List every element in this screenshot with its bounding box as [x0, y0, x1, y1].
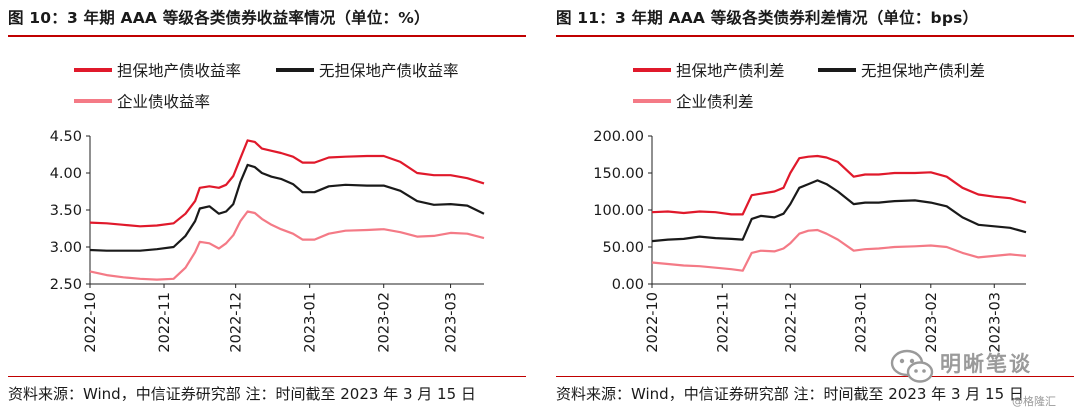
- source-rule: [8, 376, 526, 377]
- y-axis: 2.50 3.00 3.50 4.00 4.50: [50, 129, 91, 293]
- series-line: [89, 210, 485, 281]
- source-rule: [556, 376, 1074, 377]
- title-rule: [556, 35, 1074, 37]
- title-rule: [8, 35, 526, 37]
- legend-label: 无担保地产债利差: [861, 62, 985, 80]
- legend-label: 无担保地产债收益率: [319, 62, 459, 80]
- figure-11-source: 资料来源：Wind，中信证券研究部 注：时间截至 2023 年 3 月 15 日: [556, 385, 1024, 403]
- figure-10-title: 图 10：3 年期 AAA 等级各类债券收益率情况（单位：%）: [8, 9, 430, 27]
- watermark: 明晰笔谈 @格隆汇: [888, 346, 1074, 412]
- y-tick-label: 2.50: [50, 277, 82, 293]
- legend-label: 企业债利差: [676, 93, 754, 111]
- watermark-sub: @格隆汇: [1012, 395, 1056, 408]
- x-tick-label: 2023-02: [924, 292, 940, 353]
- figure-10-source: 资料来源：Wind，中信证券研究部 注：时间截至 2023 年 3 月 15 日: [8, 385, 476, 403]
- x-tick-label: 2023-03: [444, 292, 460, 353]
- x-tick-label: 2022-11: [157, 292, 173, 353]
- figure-11-title: 图 11：3 年期 AAA 等级各类债券利差情况（单位：bps）: [556, 9, 979, 27]
- x-tick-label: 2023-03: [987, 292, 1003, 353]
- x-tick-label: 2023-01: [854, 292, 870, 353]
- x-axis: 2022-10 2022-11 2022-12 2023-01 2023-02 2023-…: [645, 283, 1026, 353]
- y-tick-label: 3.50: [50, 203, 82, 219]
- series-group: [89, 139, 485, 281]
- legend-label: 担保地产债收益率: [117, 62, 241, 80]
- x-tick-label: 2022-12: [783, 292, 799, 353]
- x-tick-label: 2022-12: [229, 292, 245, 353]
- y-tick-label: 100.00: [593, 203, 644, 219]
- wechat-icon: [890, 349, 934, 383]
- x-tick-label: 2022-10: [83, 292, 99, 353]
- y-tick-label: 3.00: [50, 240, 82, 256]
- y-tick-label: 150.00: [593, 166, 644, 182]
- y-tick-label: 50.00: [602, 240, 644, 256]
- x-tick-label: 2023-02: [377, 292, 393, 353]
- x-axis: 2022-10 2022-11 2022-12 2023-01 2023-02 2023-…: [83, 283, 484, 353]
- series-line: [651, 179, 1027, 243]
- y-tick-label: 200.00: [593, 129, 644, 145]
- series-line: [89, 163, 485, 252]
- x-tick-label: 2022-10: [645, 292, 661, 353]
- figure-10-panel: 图 10：3 年期 AAA 等级各类债券收益率情况（单位：%） 担保地产债收益率…: [8, 0, 528, 416]
- y-tick-label: 4.50: [50, 129, 82, 145]
- y-tick-label: 4.00: [50, 166, 82, 182]
- x-tick-label: 2023-01: [303, 292, 319, 353]
- figure-11-panel: 图 11：3 年期 AAA 等级各类债券利差情况（单位：bps） 担保地产债利差…: [556, 0, 1076, 416]
- legend-label: 担保地产债利差: [676, 62, 785, 80]
- y-axis: 0.00 50.00 100.00 150.00 200.00: [593, 129, 653, 293]
- x-tick-label: 2022-11: [715, 292, 731, 353]
- series-line: [89, 139, 485, 228]
- series-line: [651, 228, 1027, 272]
- series-group: [651, 154, 1027, 272]
- watermark-name: 明晰笔谈: [940, 352, 1032, 376]
- legend-label: 企业债收益率: [117, 93, 210, 111]
- y-tick-label: 0.00: [612, 277, 644, 293]
- series-line: [651, 154, 1027, 216]
